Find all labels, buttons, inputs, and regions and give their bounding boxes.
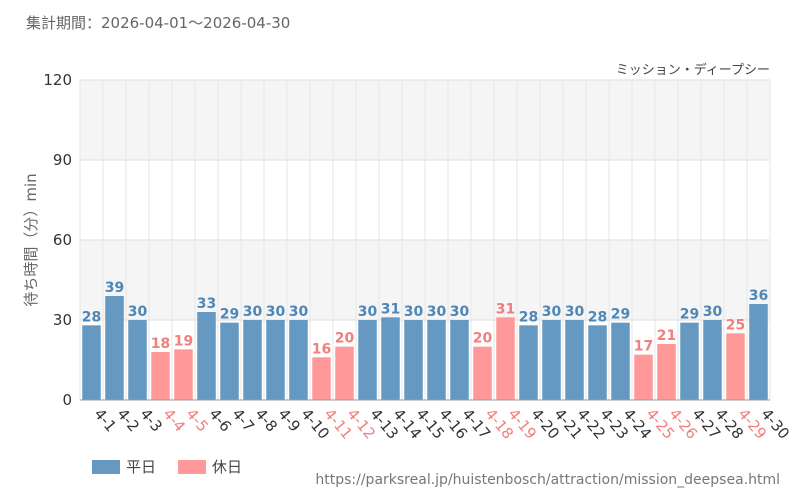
value-label: 31 xyxy=(381,301,400,317)
bar-4-8 xyxy=(243,320,262,400)
bar-4-24 xyxy=(611,322,630,400)
bar-4-18 xyxy=(473,346,492,400)
value-label: 30 xyxy=(358,304,378,320)
x-tick-label: 4-6 xyxy=(205,405,235,435)
bar-4-23 xyxy=(588,325,607,400)
legend: 平日 休日 xyxy=(92,456,242,477)
x-tick-label: 4-7 xyxy=(228,405,258,435)
value-label: 30 xyxy=(243,304,263,320)
y-tick-label: 90 xyxy=(53,151,72,169)
bar-4-10 xyxy=(289,320,308,400)
value-label: 21 xyxy=(657,328,676,344)
value-label: 28 xyxy=(588,309,607,325)
y-tick-label: 60 xyxy=(53,231,72,249)
value-label: 20 xyxy=(335,331,355,347)
value-label: 20 xyxy=(473,331,493,347)
bar-4-27 xyxy=(680,322,699,400)
bar-4-17 xyxy=(450,320,469,400)
bar-4-6 xyxy=(197,312,216,400)
value-label: 36 xyxy=(749,288,768,304)
value-label: 30 xyxy=(450,304,470,320)
bar-4-5 xyxy=(174,349,193,400)
bar-4-15 xyxy=(404,320,423,400)
value-label: 30 xyxy=(266,304,286,320)
value-label: 29 xyxy=(680,307,699,323)
bar-4-12 xyxy=(335,346,354,400)
y-tick-label: 120 xyxy=(43,71,72,89)
value-label: 30 xyxy=(565,304,585,320)
legend-label-weekday: 平日 xyxy=(126,458,157,476)
legend-item-weekday: 平日 xyxy=(92,456,156,477)
value-label: 39 xyxy=(105,280,124,296)
bar-4-25 xyxy=(634,354,653,400)
bar-4-19 xyxy=(496,317,515,400)
value-label: 30 xyxy=(289,304,309,320)
bar-4-2 xyxy=(105,296,124,400)
bar-4-16 xyxy=(427,320,446,400)
value-label: 29 xyxy=(611,307,630,323)
value-label: 30 xyxy=(542,304,562,320)
value-label: 16 xyxy=(312,341,331,357)
bar-4-22 xyxy=(565,320,584,400)
x-tick-label: 4-4 xyxy=(159,405,189,435)
value-label: 29 xyxy=(220,307,239,323)
bar-4-20 xyxy=(519,325,538,400)
x-tick-label: 4-8 xyxy=(251,405,281,435)
bar-4-7 xyxy=(220,322,239,400)
chart-title: ミッション・ディープシー xyxy=(616,62,770,78)
period-label: 集計期間：2026-04-01～2026-04-30 xyxy=(26,14,291,32)
value-label: 19 xyxy=(174,333,193,349)
value-label: 25 xyxy=(726,317,745,333)
y-tick-label: 0 xyxy=(62,391,72,409)
bar-4-26 xyxy=(657,344,676,400)
legend-swatch-holiday xyxy=(178,459,207,474)
value-label: 33 xyxy=(197,296,216,312)
legend-label-holiday: 休日 xyxy=(212,458,243,476)
x-tick-label: 4-1 xyxy=(90,405,120,435)
bar-4-3 xyxy=(128,320,147,400)
bar-4-21 xyxy=(542,320,561,400)
bar-4-28 xyxy=(703,320,722,400)
value-label: 30 xyxy=(703,304,723,320)
bar-4-11 xyxy=(312,357,331,400)
value-label: 28 xyxy=(519,309,538,325)
bar-4-14 xyxy=(381,317,400,400)
legend-swatch-weekday xyxy=(92,459,120,474)
x-tick-label: 4-5 xyxy=(182,405,212,435)
value-label: 18 xyxy=(151,336,170,352)
bar-4-1 xyxy=(82,325,101,400)
bar-4-13 xyxy=(358,320,377,400)
source-url: https://parksreal.jp/huistenbosch/attrac… xyxy=(315,472,780,488)
y-tick-label: 30 xyxy=(53,311,72,329)
x-tick-label: 4-9 xyxy=(274,405,304,435)
value-label: 30 xyxy=(404,304,424,320)
bar-4-4 xyxy=(151,352,170,400)
bar-4-29 xyxy=(726,333,745,400)
x-tick-label: 4-3 xyxy=(136,405,166,435)
value-label: 28 xyxy=(82,309,101,325)
y-axis-label: 待ち時間（分）min xyxy=(22,173,40,306)
legend-item-holiday: 休日 xyxy=(178,456,242,477)
bar-4-30 xyxy=(749,304,768,400)
x-tick-label: 4-2 xyxy=(113,405,143,435)
value-label: 30 xyxy=(128,304,148,320)
value-label: 17 xyxy=(634,339,653,355)
value-label: 30 xyxy=(427,304,447,320)
bar-4-9 xyxy=(266,320,285,400)
value-label: 31 xyxy=(496,301,515,317)
